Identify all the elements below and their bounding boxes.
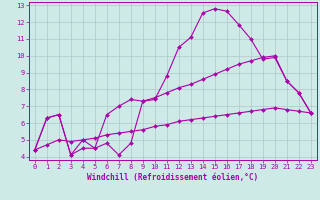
X-axis label: Windchill (Refroidissement éolien,°C): Windchill (Refroidissement éolien,°C) bbox=[87, 173, 258, 182]
